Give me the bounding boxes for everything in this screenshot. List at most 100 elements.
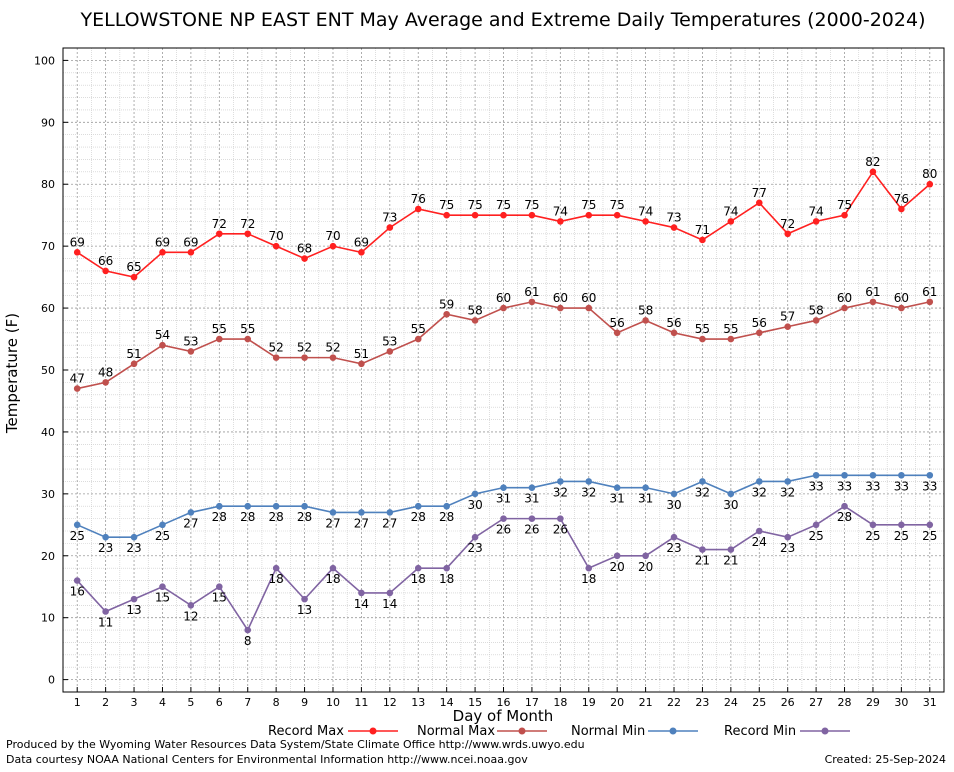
data-label-record-max: 69 [354, 235, 369, 249]
data-point-normal-max [812, 317, 820, 324]
data-point-record-max [386, 224, 394, 231]
data-point-record-max [244, 230, 252, 238]
data-point-record-min [727, 546, 735, 553]
data-point-record-max [130, 273, 138, 281]
data-label-normal-min: 28 [212, 510, 227, 524]
data-label-normal-min: 30 [467, 498, 482, 512]
data-label-record-max: 70 [269, 229, 284, 243]
data-point-normal-max [670, 329, 678, 337]
data-point-normal-max [216, 335, 223, 343]
data-point-normal-min [500, 484, 507, 491]
x-tick-label: 25 [752, 696, 766, 709]
data-point-normal-max [500, 304, 507, 312]
data-point-record-min [528, 515, 536, 522]
data-label-normal-min: 23 [126, 541, 141, 555]
data-label-record-max: 74 [808, 204, 823, 218]
data-label-normal-min: 28 [297, 510, 312, 524]
legend-label-normal-max: Normal Max [417, 724, 495, 739]
y-tick-label: 100 [34, 54, 55, 67]
data-label-normal-max: 55 [695, 322, 710, 336]
data-label-normal-max: 61 [524, 285, 539, 299]
data-label-record-min: 25 [808, 529, 823, 543]
data-point-normal-max [358, 360, 365, 368]
data-label-normal-max: 61 [865, 285, 880, 299]
y-tick-label: 70 [41, 240, 55, 253]
data-point-record-min [443, 564, 450, 572]
data-label-record-max: 76 [411, 192, 426, 206]
data-point-record-max [727, 218, 735, 225]
data-point-record-min [73, 577, 81, 584]
data-point-record-max [329, 242, 337, 250]
data-labels: 69 66 65 69 69 72 72 70 68 70 69 73 76 75 75 75 75 74 75 75… [70, 155, 938, 648]
data-point-normal-max [699, 335, 706, 343]
x-tick-label: 31 [923, 696, 937, 709]
y-tick-label: 60 [41, 302, 55, 315]
data-point-normal-max [244, 335, 252, 343]
data-label-record-max: 75 [837, 198, 852, 212]
footer-created-date: Created: 25-Sep-2024 [825, 753, 946, 766]
data-label-record-max: 82 [865, 155, 880, 169]
data-label-record-max: 74 [553, 204, 568, 218]
data-point-normal-min [102, 533, 109, 541]
data-label-record-min: 21 [695, 554, 710, 568]
data-label-normal-max: 52 [297, 341, 312, 355]
data-point-record-max [642, 218, 649, 225]
data-point-record-min [670, 533, 678, 541]
data-label-normal-max: 58 [467, 303, 482, 317]
x-tick-label: 27 [809, 696, 823, 709]
data-point-record-max [926, 180, 934, 188]
data-label-normal-max: 55 [212, 322, 227, 336]
data-label-record-min: 15 [155, 591, 170, 605]
data-point-record-min [613, 552, 621, 560]
data-point-record-min [414, 564, 422, 572]
data-point-normal-min [216, 502, 223, 510]
data-point-normal-min [187, 509, 195, 516]
data-label-record-max: 75 [496, 198, 511, 212]
data-point-record-max [699, 236, 706, 244]
x-tick-label: 4 [159, 696, 166, 709]
data-point-record-min [557, 515, 564, 522]
data-point-normal-max [613, 329, 621, 337]
data-label-normal-max: 60 [894, 291, 909, 305]
data-point-normal-max [784, 323, 791, 330]
data-label-record-min: 8 [244, 634, 252, 648]
data-point-normal-min [301, 502, 308, 510]
data-label-normal-max: 56 [752, 316, 767, 330]
data-label-normal-max: 61 [922, 285, 937, 299]
data-point-normal-min [841, 471, 848, 479]
data-label-record-min: 18 [269, 572, 284, 586]
data-point-record-min [187, 602, 195, 609]
data-label-record-max: 75 [439, 198, 454, 212]
data-point-normal-max [159, 341, 166, 349]
data-label-normal-min: 27 [325, 516, 340, 530]
data-label-record-max: 66 [98, 254, 113, 268]
data-point-normal-min [898, 471, 905, 479]
data-label-normal-min: 28 [240, 510, 255, 524]
data-point-record-min [159, 583, 166, 591]
data-point-record-max [471, 211, 479, 219]
major-gridlines [63, 48, 944, 692]
legend-item-record-max: Record Max [268, 724, 398, 739]
data-label-normal-min: 32 [695, 485, 710, 499]
data-point-normal-max [272, 354, 280, 361]
data-label-normal-max: 52 [269, 341, 284, 355]
data-point-normal-min [755, 478, 763, 485]
data-label-record-min: 18 [581, 572, 596, 586]
data-label-normal-min: 28 [411, 510, 426, 524]
data-point-record-min [386, 589, 394, 597]
legend-marker-record-min [821, 727, 829, 735]
data-point-record-min [812, 521, 820, 529]
data-point-record-min [699, 546, 706, 553]
data-point-normal-min [557, 478, 564, 485]
x-tick-label: 17 [525, 696, 539, 709]
data-point-normal-min [358, 509, 365, 516]
data-point-normal-min [272, 502, 280, 510]
data-label-record-max: 80 [922, 167, 937, 181]
data-point-record-min [869, 521, 877, 529]
data-point-record-min [898, 521, 905, 529]
data-point-normal-min [642, 484, 649, 491]
x-tick-label: 20 [610, 696, 624, 709]
data-point-record-min [500, 515, 507, 522]
data-point-record-min [301, 595, 308, 603]
